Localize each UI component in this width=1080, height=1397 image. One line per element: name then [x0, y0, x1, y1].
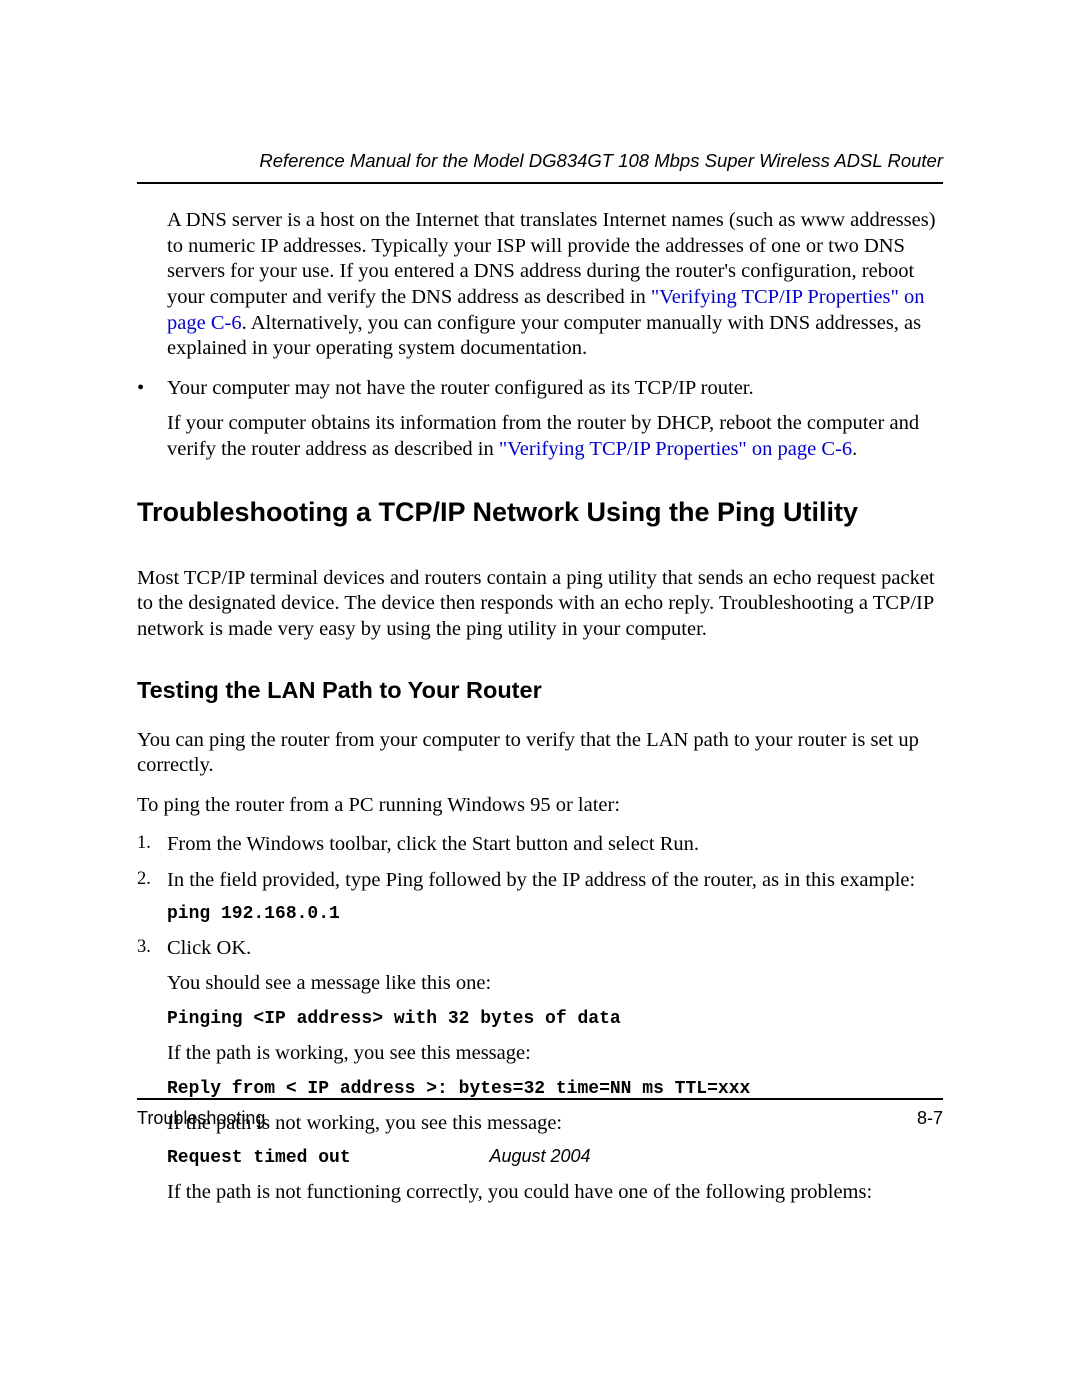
footer-section: Troubleshooting: [137, 1108, 265, 1129]
bullet-marker: •: [137, 376, 167, 402]
step-3-code2: Reply from < IP address >: bytes=32 time…: [137, 1079, 943, 1099]
step-3-text: Click OK.: [167, 936, 943, 962]
section-intro-paragraph: Most TCP/IP terminal devices and routers…: [137, 566, 943, 643]
footer-page-number: 8-7: [917, 1108, 943, 1129]
bullet-item: • Your computer may not have the router …: [137, 376, 943, 402]
page-footer: Troubleshooting 8-7: [137, 1098, 943, 1129]
step-2: 2. In the field provided, type Ping foll…: [137, 868, 943, 894]
dns-paragraph: A DNS server is a host on the Internet t…: [167, 208, 943, 362]
step-2-text: In the field provided, type Ping followe…: [167, 868, 943, 894]
step-3-number: 3.: [137, 936, 167, 962]
subsection-heading: Testing the LAN Path to Your Router: [137, 677, 943, 704]
step-3: 3. Click OK.: [137, 936, 943, 962]
step-3-p1: You should see a message like this one:: [137, 971, 943, 997]
footer-date: August 2004: [0, 1146, 1080, 1167]
bullet-text: Your computer may not have the router co…: [167, 376, 943, 402]
header-rule: [137, 182, 943, 184]
dns-paragraph-block: A DNS server is a host on the Internet t…: [137, 208, 943, 362]
step-1-text: From the Windows toolbar, click the Star…: [167, 832, 943, 858]
page: Reference Manual for the Model DG834GT 1…: [0, 0, 1080, 1397]
step-3-code1: Pinging <IP address> with 32 bytes of da…: [137, 1009, 943, 1029]
step-3-p4: If the path is not functioning correctly…: [137, 1180, 943, 1206]
footer-rule: [137, 1098, 943, 1100]
section-heading: Troubleshooting a TCP/IP Network Using t…: [137, 497, 943, 528]
bullet-sub-link[interactable]: "Verifying TCP/IP Properties" on page C-…: [499, 438, 852, 460]
running-header: Reference Manual for the Model DG834GT 1…: [137, 150, 943, 172]
bullet-sub-after: .: [852, 438, 857, 460]
step-3-p2: If the path is working, you see this mes…: [137, 1041, 943, 1067]
subsection-paragraph-1: You can ping the router from your comput…: [137, 728, 943, 779]
dns-text-after: . Alternatively, you can configure your …: [167, 312, 921, 360]
subsection-paragraph-2: To ping the router from a PC running Win…: [137, 793, 943, 819]
step-2-number: 2.: [137, 868, 167, 894]
step-1: 1. From the Windows toolbar, click the S…: [137, 832, 943, 858]
bullet-sub-paragraph: If your computer obtains its information…: [137, 411, 943, 462]
footer-line: Troubleshooting 8-7: [137, 1108, 943, 1129]
step-1-number: 1.: [137, 832, 167, 858]
step-2-code: ping 192.168.0.1: [137, 904, 943, 924]
